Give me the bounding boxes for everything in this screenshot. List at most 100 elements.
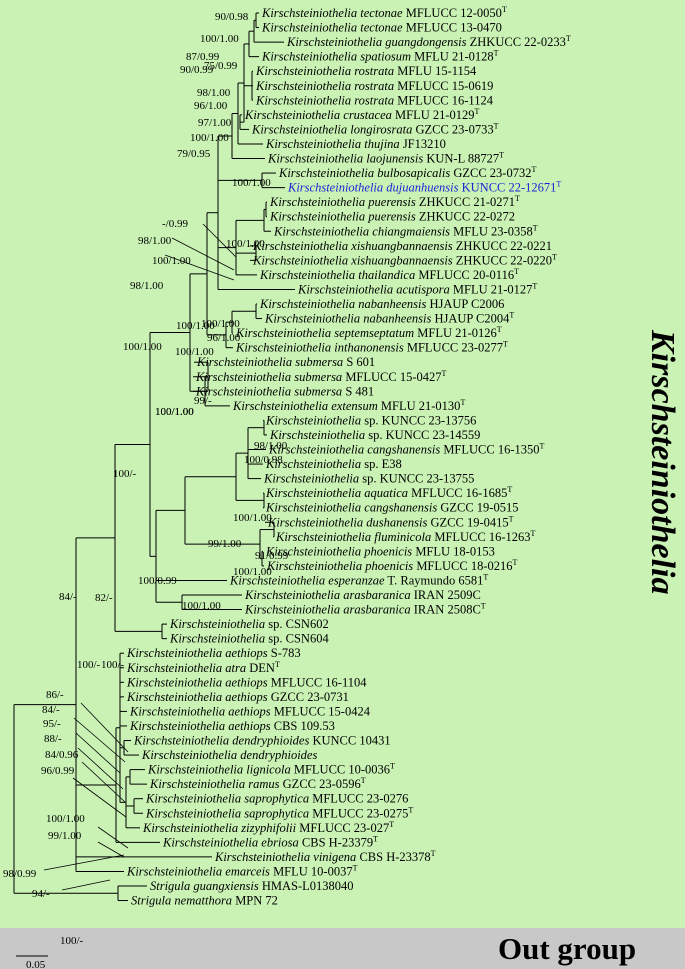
taxon-epithet: submersa <box>294 370 342 384</box>
support-value: 88/- <box>44 733 62 745</box>
support-value: 98/0.99 <box>3 868 37 880</box>
taxon-genus: Kirschsteiniothelia <box>268 443 367 457</box>
type-marker: T <box>373 834 378 843</box>
taxon-label: Kirschsteiniothelia laojunensis KUN-L 88… <box>267 151 504 166</box>
taxon-epithet: submersa <box>294 384 342 398</box>
taxon-epithet: ebriosa <box>261 835 299 849</box>
taxon-label: Kirschsteiniothelia saprophytica MFLUCC … <box>145 805 413 820</box>
taxon-genus: Kirschsteiniothelia <box>265 413 364 427</box>
taxon-label: Kirschsteiniothelia emarceis MFLU 10-003… <box>126 863 358 878</box>
taxon-genus: Strigula <box>131 894 174 908</box>
taxon-epithet: dendryphioides <box>232 734 309 748</box>
taxon-epithet: rostrata <box>354 93 394 107</box>
taxon-label: Kirschsteiniothelia nabanheensis HJAUP C… <box>259 297 504 311</box>
taxon-voucher: MFLU 21-0128 <box>411 50 494 64</box>
taxon-epithet: dendryphioides <box>240 748 317 762</box>
taxon-genus: Kirschsteiniothelia <box>244 588 343 602</box>
taxon-label: Kirschsteiniothelia bulbosapicalis GZCC … <box>278 165 536 180</box>
support-value: 94/- <box>32 888 50 900</box>
taxon-voucher: T. Raymundo 6581 <box>385 573 484 587</box>
taxon-voucher: MFLU 10-0037 <box>270 864 353 878</box>
taxon-voucher: S 601 <box>343 355 375 369</box>
type-marker: T <box>513 558 518 567</box>
taxon-genus: Kirschsteiniothelia <box>162 835 261 849</box>
type-marker: T <box>531 165 536 174</box>
taxon-voucher: MFLU 23-0358 <box>450 224 533 238</box>
support-leader <box>171 237 235 271</box>
taxon-genus: Kirschsteiniothelia <box>195 384 294 398</box>
taxon-epithet: xishuangbannaensis <box>350 253 453 267</box>
taxon-label: Kirschsteiniothelia inthanonensis MFLUCC… <box>235 340 508 355</box>
taxon-voucher: MFLUCC 15-0424 <box>271 704 371 718</box>
taxon-voucher: E38 <box>379 457 402 471</box>
taxon-genus: Kirschsteiniothelia <box>196 355 295 369</box>
taxon-label: Kirschsteiniothelia aethiops CBS 109.53 <box>129 719 335 733</box>
taxon-label: Kirschsteiniothelia thujina JF13210 <box>265 137 446 151</box>
type-marker: T <box>533 223 538 232</box>
taxon-label: Kirschsteiniothelia sp. KUNCC 23-13755 <box>263 472 474 486</box>
taxon-genus: Kirschsteiniothelia <box>145 806 244 820</box>
taxon-genus: Kirschsteiniothelia <box>265 457 364 471</box>
taxon-voucher: CBS H-23378 <box>356 850 430 864</box>
taxon-voucher: MFLUCC 18-0216 <box>413 559 512 573</box>
support-value: 99/1.00 <box>48 830 82 842</box>
support-leader-lines <box>43 223 237 891</box>
taxon-genus: Kirschsteiniothelia <box>129 719 228 733</box>
taxon-genus: Kirschsteiniothelia <box>287 181 386 195</box>
type-marker: T <box>515 194 520 203</box>
taxon-genus: Kirschsteiniothelia <box>264 312 363 326</box>
taxon-genus: Kirschsteiniothelia <box>149 777 248 791</box>
taxon-epithet: aethiops <box>228 719 270 733</box>
type-marker: T <box>502 5 507 14</box>
taxon-voucher: DEN <box>246 661 275 675</box>
support-value: 100/1.00 <box>232 177 271 189</box>
support-leader <box>75 732 121 774</box>
taxon-genus: Kirschsteiniothelia <box>142 821 241 835</box>
support-value: 100/1.00 <box>200 33 239 45</box>
taxon-label: Kirschsteiniothelia dendryphioides KUNCC… <box>133 734 391 748</box>
taxon-voucher: CSN604 <box>283 632 330 646</box>
taxon-label: Kirschsteiniothelia fluminicola MFLUCC 1… <box>275 529 536 544</box>
taxon-label: Kirschsteiniothelia esperanzae T. Raymun… <box>229 572 488 587</box>
taxon-epithet: ramus <box>248 777 279 791</box>
taxon-label: Kirschsteiniothelia atra DENT <box>126 660 280 675</box>
taxon-genus: Kirschsteiniothelia <box>169 632 268 646</box>
support-value: 98/1.00 <box>138 235 172 247</box>
taxon-epithet: saprophytica <box>244 806 309 820</box>
taxon-voucher: ZHKUCC 22-0272 <box>416 210 515 224</box>
support-value: 100/- <box>77 659 101 671</box>
taxon-genus: Kirschsteiniothelia <box>278 166 377 180</box>
taxon-voucher: ZHKUCC 21-0271 <box>416 195 515 209</box>
support-value: 98/1.00 <box>254 440 288 452</box>
taxon-epithet: puerensis <box>367 210 416 224</box>
taxon-epithet: vinigena <box>313 850 356 864</box>
taxon-genus: Kirschsteiniothelia <box>214 850 313 864</box>
taxon-epithet: crustacea <box>343 108 392 122</box>
taxon-epithet: xishuangbannaensis <box>350 239 453 253</box>
taxon-epithet: thujina <box>364 137 399 151</box>
taxon-voucher: S 481 <box>342 384 374 398</box>
type-marker: T <box>431 849 436 858</box>
taxon-genus: Kirschsteiniothelia <box>126 675 225 689</box>
taxon-label: Kirschsteiniothelia thailandica MFLUCC 2… <box>259 267 519 282</box>
type-marker: T <box>494 49 499 58</box>
taxon-label: Kirschsteiniothelia cangshanensis GZCC 1… <box>265 501 518 515</box>
support-leader <box>97 826 129 849</box>
taxon-voucher: MFLU 18-0153 <box>412 544 495 558</box>
taxon-genus: Kirschsteiniothelia <box>265 501 364 515</box>
type-marker: T <box>475 107 480 116</box>
taxon-label: Kirschsteiniothelia sp. CSN602 <box>169 617 329 631</box>
tree-branches <box>13 12 295 902</box>
taxon-voucher: GZCC 23-0731 <box>268 690 349 704</box>
taxon-label: Kirschsteiniothelia aethiops GZCC 23-073… <box>126 690 349 704</box>
taxon-genus: Kirschsteiniothelia <box>297 282 396 296</box>
taxon-voucher: MFLU 21-0126 <box>414 326 497 340</box>
taxon-voucher: GZCC 23-0732 <box>450 166 531 180</box>
taxon-label: Strigula guangxiensis HMAS-L0138040 <box>150 879 354 893</box>
taxon-label: Kirschsteiniothelia sp. E38 <box>265 457 402 471</box>
taxon-label: Kirschsteiniothelia submersa MFLUCC 15-0… <box>195 369 447 384</box>
taxon-label: Kirschsteiniothelia chiangmaiensis MFLU … <box>273 223 538 238</box>
taxon-voucher: ZHKUCC 22-0220 <box>453 253 552 267</box>
taxon-voucher: JF13210 <box>400 137 446 151</box>
